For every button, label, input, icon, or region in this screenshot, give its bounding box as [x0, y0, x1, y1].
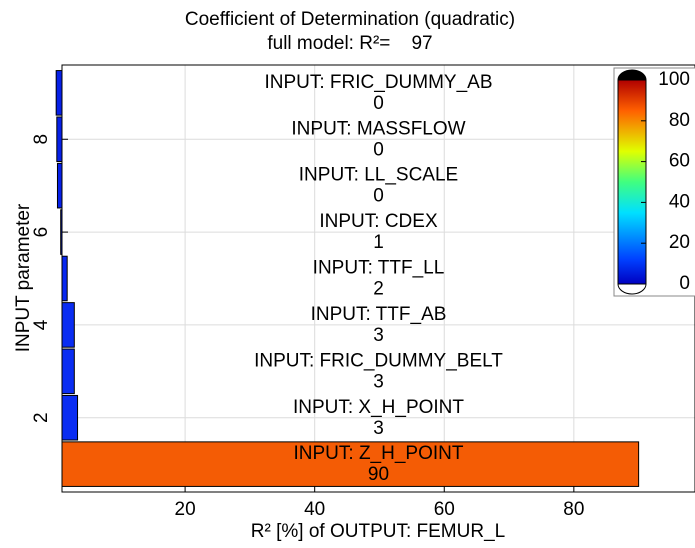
bar-category-label: INPUT: X_H_POINT	[293, 397, 464, 418]
chart-subtitle: full model: R²= 97	[267, 33, 432, 54]
bar	[56, 116, 63, 163]
colorbar-tick-label: 40	[669, 191, 690, 212]
bar-category-label: INPUT: LL_SCALE	[299, 165, 458, 186]
bar-category-label: INPUT: CDEX	[319, 211, 438, 232]
x-tick-label: 20	[175, 499, 196, 520]
colorbar-tick-label: 60	[669, 151, 690, 172]
bar-category-label: INPUT: TTF_LL	[313, 258, 445, 279]
value-label: 1	[373, 232, 384, 253]
colorbar-tick-label: 0	[679, 273, 690, 294]
x-tick-label: 80	[563, 499, 584, 520]
value-label: 2	[373, 279, 384, 300]
y-tick-label: 2	[31, 412, 52, 423]
chart-title: Coefficient of Determination (quadratic)	[185, 9, 515, 30]
bar	[61, 394, 79, 441]
x-tick-label: 60	[434, 499, 455, 520]
value-label: 3	[373, 418, 384, 439]
bar	[61, 302, 75, 348]
y-axis-label: INPUT parameter	[13, 203, 34, 352]
bar	[55, 70, 63, 116]
value-label: 0	[373, 93, 384, 114]
bar	[61, 255, 68, 302]
y-tick-label: 8	[31, 134, 52, 145]
x-axis-label: R² [%] of OUTPUT: FEMUR_L	[251, 521, 505, 542]
bar-category-label: INPUT: TTF_AB	[311, 304, 447, 325]
plot-area	[62, 65, 695, 492]
colorbar-tick-label: 100	[658, 69, 690, 90]
colorbar-bottom-cap	[617, 283, 647, 295]
value-label: 0	[373, 186, 384, 207]
value-label: 3	[373, 325, 384, 346]
value-label: 90	[368, 464, 389, 485]
value-label: 0	[373, 139, 384, 160]
bar	[56, 162, 63, 209]
colorbar-top-cap	[617, 69, 647, 81]
bar-category-label: INPUT: Z_H_POINT	[294, 443, 464, 464]
y-tick-label: 4	[31, 319, 52, 330]
colorbar-tick-label: 20	[669, 232, 690, 253]
y-tick-label: 6	[31, 227, 52, 238]
value-label: 3	[373, 371, 384, 392]
colorbar-tick-label: 80	[669, 110, 690, 131]
bar-category-label: INPUT: FRIC_DUMMY_AB	[264, 72, 492, 93]
plot-frame	[61, 64, 695, 493]
bar	[61, 441, 640, 487]
x-tick-label: 40	[304, 499, 325, 520]
bar-category-label: INPUT: MASSFLOW	[291, 118, 465, 139]
colorbar	[617, 79, 647, 285]
bar-category-label: INPUT: FRIC_DUMMY_BELT	[254, 350, 503, 371]
bar	[61, 348, 75, 395]
